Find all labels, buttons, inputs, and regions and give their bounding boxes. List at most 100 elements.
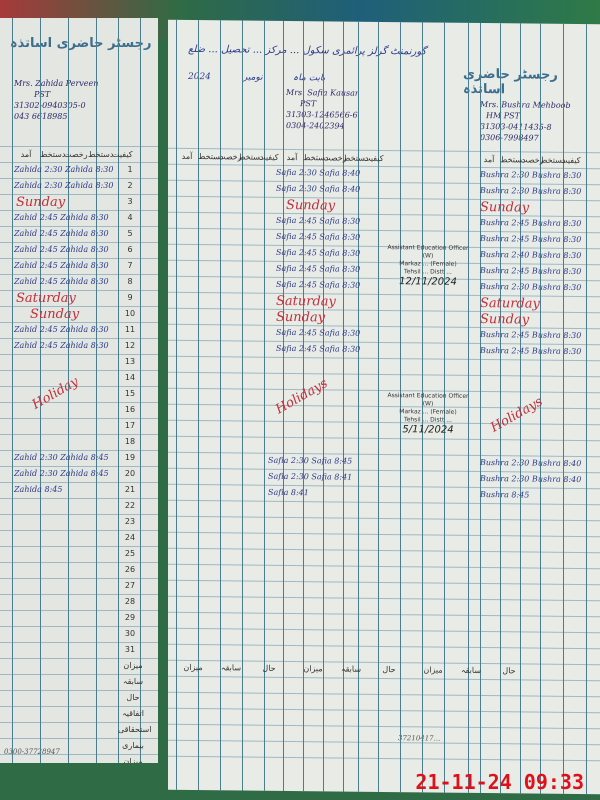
column-header: دستخط bbox=[238, 152, 264, 162]
day-number: 18 bbox=[124, 437, 136, 446]
column-header: آمد bbox=[286, 152, 298, 163]
sunday-mark: Sunday bbox=[480, 200, 530, 216]
day-number: 30 bbox=[124, 629, 136, 638]
attendance-entry: Zahida 2:30 Zahida 8:30 bbox=[14, 165, 114, 174]
grid-col-line bbox=[40, 18, 41, 763]
sunday-mark: Sunday bbox=[286, 197, 336, 214]
school-header: گورنمنٹ گرلز پرائمری سکول ... مرکز ... ت… bbox=[188, 43, 427, 58]
footer-label: حال bbox=[262, 663, 276, 673]
grid-row-line bbox=[0, 178, 158, 179]
grid-row-line bbox=[168, 707, 600, 714]
grid-row-line bbox=[168, 339, 600, 346]
day-number: 16 bbox=[124, 405, 136, 414]
day-number: 14 bbox=[124, 373, 136, 382]
grid-col-line bbox=[118, 18, 119, 763]
grid-row-line bbox=[0, 530, 158, 531]
grid-row-line bbox=[168, 643, 600, 650]
teacher-cnic: 31302-0940305-0 bbox=[14, 101, 86, 110]
attendance-entry: Zahida 8:45 bbox=[14, 485, 63, 494]
attendance-entry: Bushra 2:30 Bushra 8:40 bbox=[480, 474, 582, 485]
column-header: آمد bbox=[181, 151, 193, 161]
day-number: 1 bbox=[127, 165, 133, 174]
teacher-name: Mrs. Zahida Perveen bbox=[14, 79, 99, 88]
grid-row-line bbox=[0, 242, 158, 243]
grid-row-line bbox=[0, 642, 158, 643]
attendance-entry: Safia 2:45 Safia 8:30 bbox=[276, 231, 361, 242]
holiday-mark: Holidays bbox=[488, 394, 546, 436]
grid-row-line bbox=[168, 499, 600, 506]
attendance-entry: Bushra 2:45 Bushra 8:30 bbox=[480, 234, 582, 245]
column-header: کیفیت bbox=[258, 152, 279, 162]
footer-label: استحقاقی bbox=[118, 725, 152, 734]
column-header: آمد bbox=[20, 150, 32, 159]
day-number: 23 bbox=[124, 517, 136, 526]
attendance-entry: Zahid 2:45 Zahida 8:30 bbox=[14, 229, 109, 238]
grid-col-line bbox=[586, 24, 587, 795]
grid-col-line bbox=[563, 23, 564, 794]
grid-row-line bbox=[0, 674, 158, 675]
teacher-phone: 0306-7998497 bbox=[480, 133, 539, 143]
day-number: 3 bbox=[127, 197, 133, 206]
column-header: دستخط bbox=[540, 155, 566, 165]
photo-timestamp: 21-11-24 09:33 bbox=[415, 770, 584, 794]
attendance-entry: Bushra 2:30 Bushra 8:30 bbox=[480, 170, 582, 181]
day-number: 8 bbox=[127, 277, 133, 286]
grid-row-line bbox=[168, 371, 600, 378]
officer-stamp: Assistant Education Officer (W) Markaz ..… bbox=[383, 244, 473, 289]
day-number: 15 bbox=[124, 389, 136, 398]
day-number: 28 bbox=[124, 597, 136, 606]
grid-row-line bbox=[0, 434, 158, 435]
footer-label: اتفاقیہ bbox=[122, 709, 144, 718]
grid-col-line bbox=[12, 18, 13, 763]
footer-label: میزان bbox=[183, 662, 203, 673]
grid-col-line bbox=[242, 20, 243, 791]
grid-col-line bbox=[176, 19, 177, 790]
grid-row-line bbox=[168, 467, 600, 474]
grid-row-line bbox=[168, 611, 600, 618]
grid-row-line bbox=[0, 226, 158, 227]
grid-row-line bbox=[168, 563, 600, 570]
grid-col-line bbox=[96, 18, 97, 763]
day-number: 21 bbox=[124, 485, 136, 494]
grid-row-line bbox=[0, 194, 158, 195]
attendance-entry: Safia 2:45 Safia 8:30 bbox=[276, 343, 361, 354]
day-number: 7 bbox=[127, 261, 133, 270]
grid-row-line bbox=[168, 755, 600, 762]
stamp-date: 5/11/2024 bbox=[402, 424, 454, 436]
grid-row-line bbox=[0, 370, 158, 371]
grid-row-line bbox=[0, 450, 158, 451]
sunday-mark: Sunday bbox=[480, 312, 530, 328]
saturday-mark: Saturday bbox=[276, 293, 336, 310]
teacher-post: PST bbox=[34, 90, 51, 99]
grid-row-line bbox=[168, 355, 600, 362]
day-number: 6 bbox=[127, 245, 133, 254]
grid-row-line bbox=[0, 482, 158, 483]
grid-row-line bbox=[0, 754, 158, 755]
day-number: 19 bbox=[124, 453, 136, 462]
column-header: دستخط bbox=[303, 153, 329, 163]
grid-col-line bbox=[198, 20, 199, 791]
attendance-entry: Bushra 2:45 Bushra 8:30 bbox=[480, 218, 582, 229]
column-header: کیفیت bbox=[112, 150, 133, 159]
grid-row-line bbox=[0, 146, 158, 147]
grid-row-line bbox=[0, 386, 158, 387]
grid-row-line bbox=[168, 547, 600, 554]
holiday-mark: Holiday bbox=[29, 374, 82, 413]
grid-row-line bbox=[0, 738, 158, 739]
attendance-entry: Safia 2:45 Safia 8:30 bbox=[276, 279, 361, 290]
footer-label: حال bbox=[382, 664, 396, 675]
grid-row-line bbox=[0, 626, 158, 627]
day-number: 31 bbox=[124, 645, 136, 654]
attendance-entry: Bushra 2:30 Bushra 8:30 bbox=[480, 282, 582, 293]
sunday-mark: Sunday bbox=[30, 307, 80, 322]
grid-row-line bbox=[0, 706, 158, 707]
attendance-entry: Bushra 2:45 Bushra 8:30 bbox=[480, 346, 582, 357]
day-number: 24 bbox=[124, 533, 136, 542]
grid-col-line bbox=[343, 21, 344, 792]
attendance-entry: Bushra 2:30 Bushra 8:40 bbox=[480, 458, 582, 469]
grid-col-line bbox=[220, 20, 221, 791]
grid-row-line bbox=[168, 691, 600, 698]
grid-row-line bbox=[0, 258, 158, 259]
attendance-entry: Zahid 2:30 Zahida 8:45 bbox=[14, 453, 109, 462]
attendance-entry: Zahida 2:30 Zahida 8:30 bbox=[14, 181, 114, 190]
